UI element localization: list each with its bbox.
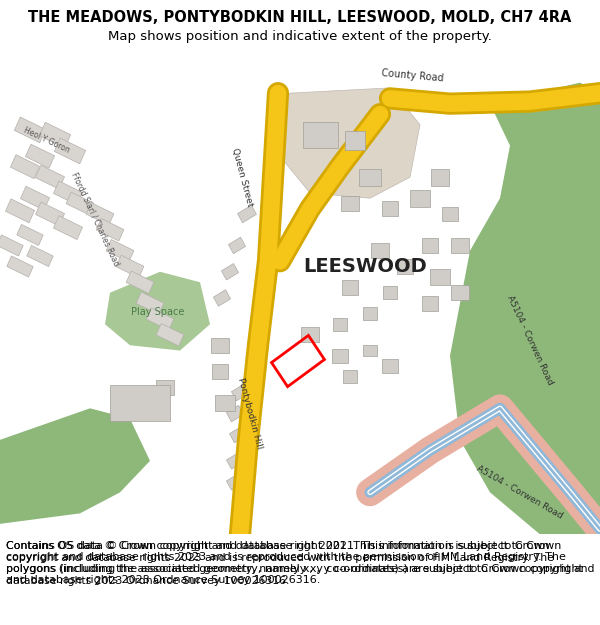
Bar [156,380,174,394]
Bar [7,256,33,277]
Bar [0,235,23,256]
Bar [66,192,94,215]
Bar [363,308,377,320]
Bar [229,238,245,254]
Bar [40,122,71,148]
Bar [156,324,184,346]
Bar [25,144,55,168]
Bar [35,165,65,189]
Bar [53,181,83,205]
Bar [53,216,83,239]
Bar [382,201,398,216]
Bar [442,207,458,221]
Bar [451,286,469,300]
Bar [345,131,365,150]
Bar [383,286,397,299]
Bar [10,155,40,179]
Polygon shape [450,82,600,534]
Bar [146,308,174,330]
Bar [106,239,134,262]
Text: THE MEADOWS, PONTYBODKIN HILL, LEESWOOD, MOLD, CH7 4RA: THE MEADOWS, PONTYBODKIN HILL, LEESWOOD,… [28,9,572,24]
Bar [363,345,377,356]
Bar [422,296,438,311]
Bar [55,138,86,164]
Bar [430,269,450,286]
Text: Pontybodkin Hill: Pontybodkin Hill [236,377,264,450]
Text: Ffordd Siarl / Charles Road: Ffordd Siarl / Charles Road [70,171,121,268]
Text: Contains OS data © Crown copyright and database right 2021. This information is : Contains OS data © Crown copyright and d… [6,541,583,586]
Bar [35,202,65,226]
Bar [136,292,164,314]
Text: County Road: County Road [381,68,444,83]
Bar [371,243,389,258]
Bar [451,238,469,253]
Bar [116,255,144,278]
Polygon shape [0,408,150,524]
Bar [397,259,413,274]
Text: LEESWOOD: LEESWOOD [303,257,427,276]
Bar [17,224,43,246]
Text: Queen Street: Queen Street [230,147,254,208]
Bar [126,271,154,294]
Polygon shape [278,88,420,198]
Bar [226,406,244,422]
Bar [431,169,449,186]
Bar [232,384,248,401]
Bar [27,246,53,266]
Bar [214,290,230,306]
Bar [343,371,357,383]
Bar [86,202,114,225]
Bar [14,117,46,142]
Bar [332,349,348,362]
Bar [422,238,438,253]
Bar [333,318,347,331]
Bar [212,364,228,379]
Bar [301,328,319,342]
Bar [342,280,358,295]
Bar [359,169,381,186]
Bar [410,190,430,207]
Text: A5104 - Corwen Road: A5104 - Corwen Road [505,294,555,386]
Text: Heol Y Goron: Heol Y Goron [22,126,71,155]
Bar [382,359,398,373]
Bar [96,219,124,241]
Bar [226,474,244,490]
Bar [272,336,325,387]
Text: Map shows position and indicative extent of the property.: Map shows position and indicative extent… [108,30,492,42]
Text: Contains OS data © Crown copyright and database right 2021. This information is : Contains OS data © Crown copyright and d… [6,541,595,586]
Bar [5,199,35,222]
Text: A5104 - Corwen Road: A5104 - Corwen Road [475,464,565,521]
Bar [215,394,235,411]
Bar [226,452,244,469]
Bar [20,186,50,210]
Bar [229,426,247,442]
Bar [110,384,170,421]
Bar [302,122,337,148]
Text: Play Space: Play Space [131,307,185,317]
Polygon shape [105,272,210,351]
Bar [341,196,359,211]
Bar [238,205,256,222]
Bar [221,264,239,280]
Bar [211,338,229,352]
